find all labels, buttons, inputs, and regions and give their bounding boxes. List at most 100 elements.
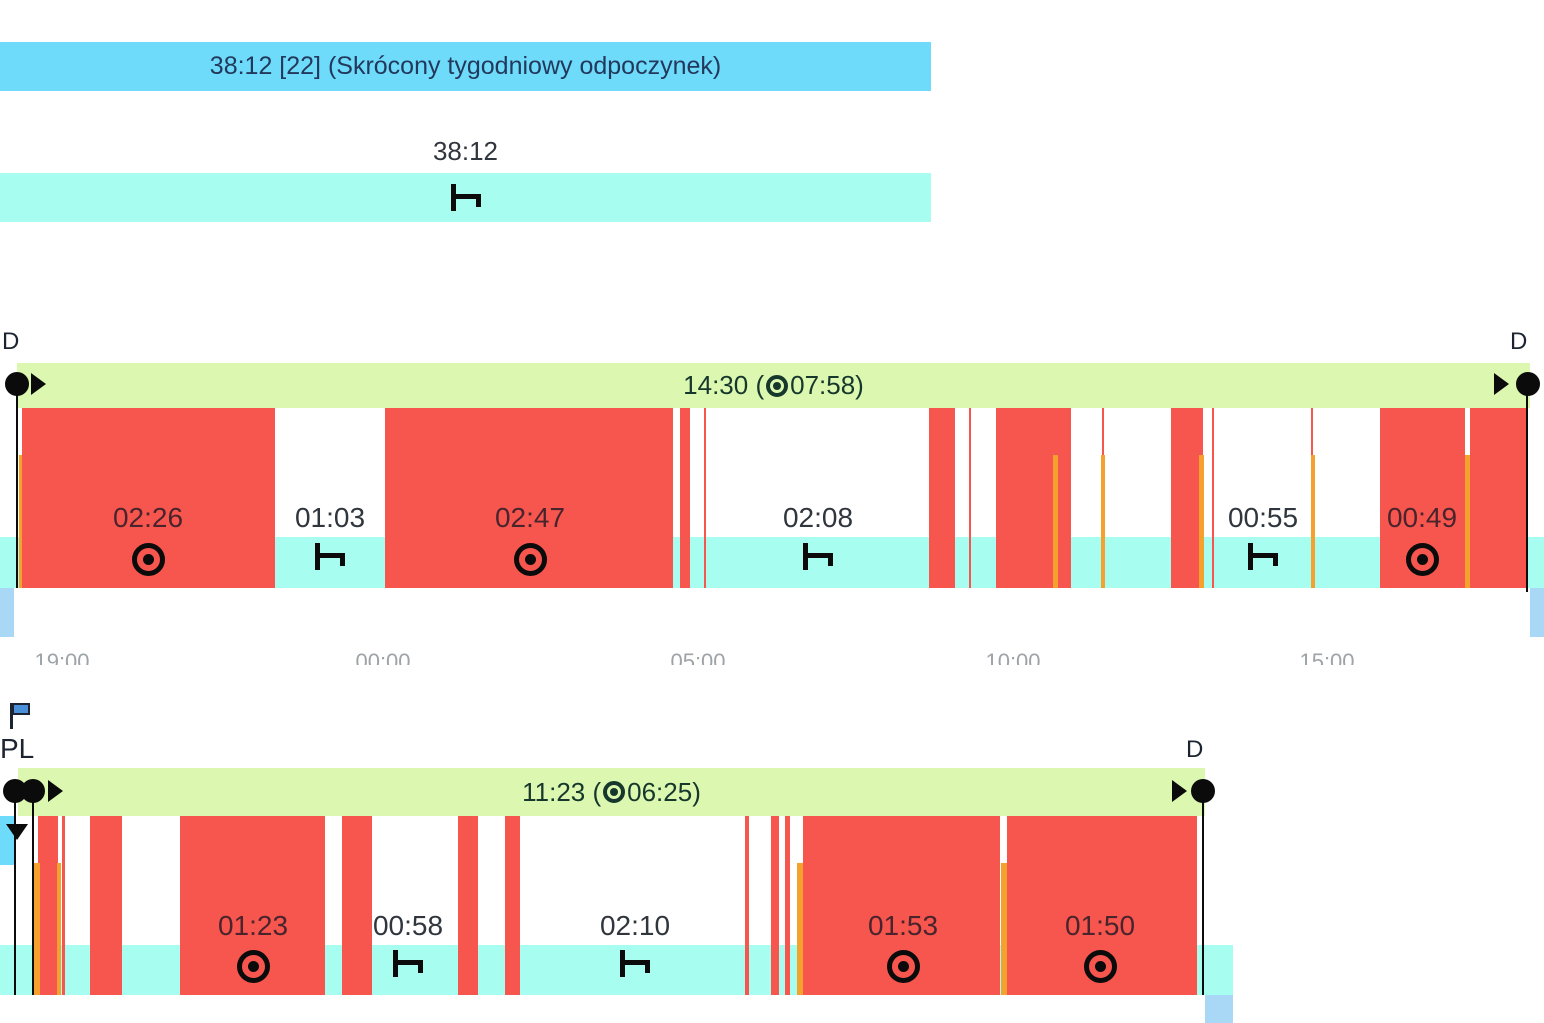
activity-segment-driving[interactable] xyxy=(62,816,65,995)
segment-duration-label: 02:08 xyxy=(782,502,854,533)
weekly-rest-label: 38:12 [22] (Skrócony tygodniowy odpoczyn… xyxy=(209,52,722,80)
activity-segment-driving[interactable] xyxy=(745,816,749,995)
segment-duration-label: 02:47 xyxy=(494,502,566,533)
segment-icon-slot xyxy=(885,950,921,983)
day2-start-boundary-line xyxy=(14,791,16,995)
segment-duration-label: 02:10 xyxy=(599,910,671,941)
day1-end-boundary-line xyxy=(1526,384,1528,592)
activity-segment-driving[interactable] xyxy=(505,816,520,995)
activity-segment-driving[interactable] xyxy=(1212,408,1214,588)
bed-icon xyxy=(620,950,650,977)
activity-segment-driving[interactable] xyxy=(90,816,122,995)
warning-mark xyxy=(1101,455,1105,588)
warning-mark xyxy=(19,455,22,588)
driving-icon xyxy=(886,950,920,983)
day2-dropdown-caret-icon[interactable] xyxy=(6,824,28,840)
driving-icon xyxy=(1405,543,1439,576)
activity-segment-driving[interactable] xyxy=(342,816,372,995)
segment-icon-slot xyxy=(1404,543,1440,576)
rest-period-bar[interactable] xyxy=(0,173,931,222)
driving-icon xyxy=(131,543,165,576)
activity-segment-driving[interactable] xyxy=(785,816,790,995)
bed-icon xyxy=(803,543,833,570)
day2-end-marker-label: D xyxy=(1186,736,1204,763)
day2-summary-bar[interactable]: 11:23 ( 06:25) xyxy=(18,768,1205,816)
segment-duration-label: 01:53 xyxy=(867,910,939,941)
warning-mark xyxy=(33,863,40,995)
country-flag-icon xyxy=(12,703,30,715)
segment-icon-slot xyxy=(1245,543,1281,570)
day2-play-forward-icon[interactable] xyxy=(48,780,63,802)
activity-segment-driving[interactable] xyxy=(1171,408,1203,588)
segment-icon-slot xyxy=(617,950,653,977)
segment-duration-label: 01:23 xyxy=(217,910,289,941)
axis-tick-label: 19:00 xyxy=(34,651,90,665)
day1-play-forward-icon-right[interactable] xyxy=(1494,373,1509,395)
day1-start-marker[interactable] xyxy=(5,372,29,396)
activity-segment-driving[interactable] xyxy=(771,816,779,995)
segment-duration-label: 02:26 xyxy=(112,502,184,533)
day1-summary-total: 14:30 ( xyxy=(683,370,765,400)
day2-second-marker[interactable] xyxy=(21,779,45,803)
warning-mark xyxy=(57,863,61,995)
activity-segment-driving[interactable] xyxy=(1470,408,1527,588)
rest-duration-label: 38:12 xyxy=(432,136,499,166)
segment-gap-notch xyxy=(1465,408,1470,455)
activity-segment-driving[interactable] xyxy=(969,408,971,588)
segment-icon-slot xyxy=(312,543,348,570)
day1-play-forward-icon[interactable] xyxy=(31,373,46,395)
warning-mark xyxy=(1465,455,1470,588)
day2-play-forward-icon-right[interactable] xyxy=(1172,780,1187,802)
activity-segment-driving[interactable] xyxy=(996,408,1071,588)
day1-start-boundary-line xyxy=(16,384,18,588)
day2-end-boundary-line xyxy=(1202,791,1204,995)
activity-segment-driving[interactable] xyxy=(680,408,690,588)
segment-duration-label: 01:50 xyxy=(1064,910,1136,941)
activity-segment-driving[interactable] xyxy=(458,816,478,995)
axis-tick-label: 05:00 xyxy=(670,651,726,665)
day1-end-marker-label: D xyxy=(1510,328,1528,355)
driving-icon xyxy=(1083,950,1117,983)
driving-icon xyxy=(513,543,547,576)
segment-icon-slot xyxy=(1082,950,1118,983)
warning-mark xyxy=(1311,455,1315,588)
bed-icon xyxy=(315,543,345,570)
day1-end-marker[interactable] xyxy=(1516,372,1540,396)
day1-summary-bar[interactable]: 14:30 ( 07:58) xyxy=(17,363,1530,408)
weekly-rest-bar[interactable]: 38:12 [22] (Skrócony tygodniowy odpoczyn… xyxy=(0,42,931,91)
day1-start-marker-label: D xyxy=(2,328,20,355)
warning-mark xyxy=(1199,455,1204,588)
driving-icon xyxy=(603,781,626,803)
segment-icon-slot xyxy=(130,543,166,576)
driving-icon xyxy=(766,374,789,397)
warning-mark xyxy=(1053,455,1058,588)
segment-icon-slot xyxy=(800,543,836,570)
day2-second-boundary-line xyxy=(32,791,34,995)
driving-icon xyxy=(236,950,270,983)
day2-summary-driving: 06:25) xyxy=(627,776,701,807)
activity-segment-driving[interactable] xyxy=(704,408,706,588)
day1-summary-driving: 07:58) xyxy=(790,370,864,400)
flag-pole xyxy=(10,703,13,729)
bed-icon xyxy=(450,184,481,211)
country-code-label: PL xyxy=(0,733,35,764)
segment-icon-slot xyxy=(235,950,271,983)
warning-mark xyxy=(797,863,803,995)
axis-tick-label: 00:00 xyxy=(355,651,411,665)
axis-tick-label: 15:00 xyxy=(1299,651,1355,665)
segment-icon-slot xyxy=(512,543,548,576)
segment-duration-label: 01:03 xyxy=(294,502,366,533)
day1-adjacent-rest-right xyxy=(1530,588,1544,637)
activity-segment-driving[interactable] xyxy=(38,816,58,995)
day2-end-marker[interactable] xyxy=(1191,779,1215,803)
segment-duration-label: 00:55 xyxy=(1227,502,1299,533)
warning-mark xyxy=(1001,863,1007,995)
segment-icon-slot xyxy=(390,950,426,977)
bed-icon xyxy=(393,950,423,977)
activity-segment-driving[interactable] xyxy=(929,408,955,588)
segment-duration-label: 00:58 xyxy=(372,910,444,941)
day2-summary-total: 11:23 ( xyxy=(522,776,602,807)
